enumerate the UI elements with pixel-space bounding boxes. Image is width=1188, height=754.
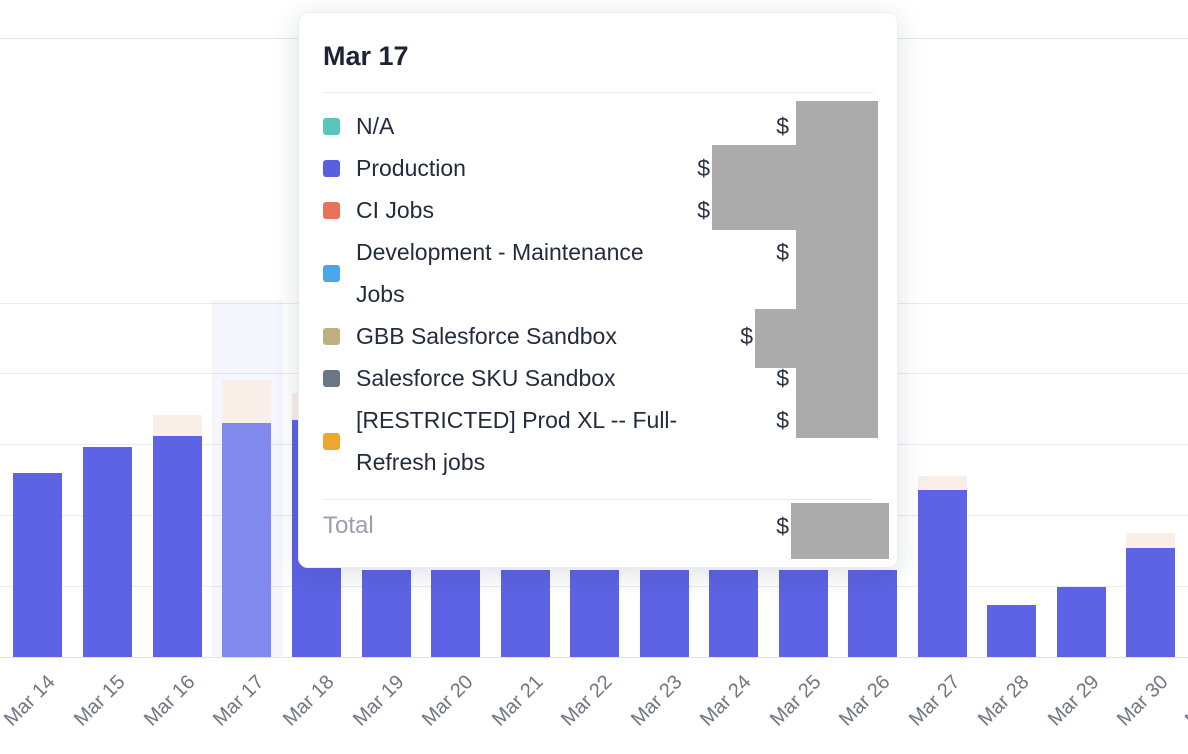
bar-segment-production[interactable] [153,436,202,657]
bar-segment-ci-jobs[interactable] [918,476,967,490]
legend-swatch-icon [323,432,340,450]
bar-segment-production[interactable] [1057,587,1106,657]
redaction-box [791,503,889,559]
total-value: $ [776,513,789,539]
bar-segment-production[interactable] [779,570,828,657]
bar-segment-production[interactable] [640,570,689,657]
bar-segment-production[interactable] [848,570,897,657]
bar-segment-production[interactable] [13,473,62,657]
tooltip-date-title: Mar 17 [323,41,409,71]
legend-swatch-icon [323,159,340,177]
bar-segment-production[interactable] [709,570,758,657]
bar-segment-ci-jobs[interactable] [153,415,202,436]
legend-swatch-icon [323,327,340,345]
series-name-label: Development - Maintenance Jobs [356,239,644,307]
total-label: Total [323,512,374,539]
series-value-redacted: $ [776,113,789,139]
legend-swatch-icon [323,201,340,219]
tooltip-series-row: [RESTRICTED] Prod XL -- Full- Refresh jo… [323,399,873,483]
tooltip-series-row: Production $ [323,147,873,189]
redaction-box [796,101,878,438]
series-name-label: CI Jobs [356,197,434,223]
tooltip-series-row: GBB Salesforce Sandbox $ [323,315,873,357]
legend-swatch-icon [323,264,340,282]
bar-segment-production[interactable] [362,570,411,657]
x-axis-line [0,657,1188,658]
redaction-box [755,309,796,368]
chart-tooltip: Mar 17 N/A $ Production $ CI Jobs $ Developmen… [298,12,898,568]
bar-segment-ci-jobs[interactable] [1126,533,1175,548]
tooltip-series-row: Salesforce SKU Sandbox $ [323,357,873,399]
series-name-label: GBB Salesforce Sandbox [356,323,617,349]
bar-segment-production[interactable] [501,570,550,657]
series-name-label: N/A [356,113,395,139]
bar-segment-production[interactable] [222,423,271,657]
series-name-label: [RESTRICTED] Prod XL -- Full- Refresh jo… [356,407,678,475]
series-name-label: Production [356,155,466,181]
bar-segment-ci-jobs[interactable] [222,380,271,423]
series-value-redacted: $ [740,323,753,349]
bar-segment-production[interactable] [987,605,1036,657]
series-value-redacted: $ [697,197,710,223]
tooltip-series-row: CI Jobs $ [323,189,873,231]
legend-swatch-icon [323,369,340,387]
bar-segment-production[interactable] [570,570,619,657]
series-value-redacted: $ [697,155,710,181]
tooltip-divider [323,92,873,93]
bar-segment-production[interactable] [918,490,967,657]
series-value-redacted: $ [776,365,789,391]
series-value-redacted: $ [776,239,789,265]
bar-segment-production[interactable] [1126,548,1175,657]
series-name-label: Salesforce SKU Sandbox [356,365,616,391]
tooltip-series-row: N/A $ [323,105,873,147]
tooltip-series-row: Development - Maintenance Jobs $ [323,231,873,315]
redaction-box [712,145,796,230]
tooltip-total-divider [323,499,873,500]
series-value-redacted: $ [776,407,789,433]
bar-segment-production[interactable] [83,447,132,657]
bar-segment-production[interactable] [431,570,480,657]
tooltip-series-rows: N/A $ Production $ CI Jobs $ Development - Mai… [323,105,873,483]
tooltip-total-row: Total $ [323,505,873,547]
legend-swatch-icon [323,117,340,135]
